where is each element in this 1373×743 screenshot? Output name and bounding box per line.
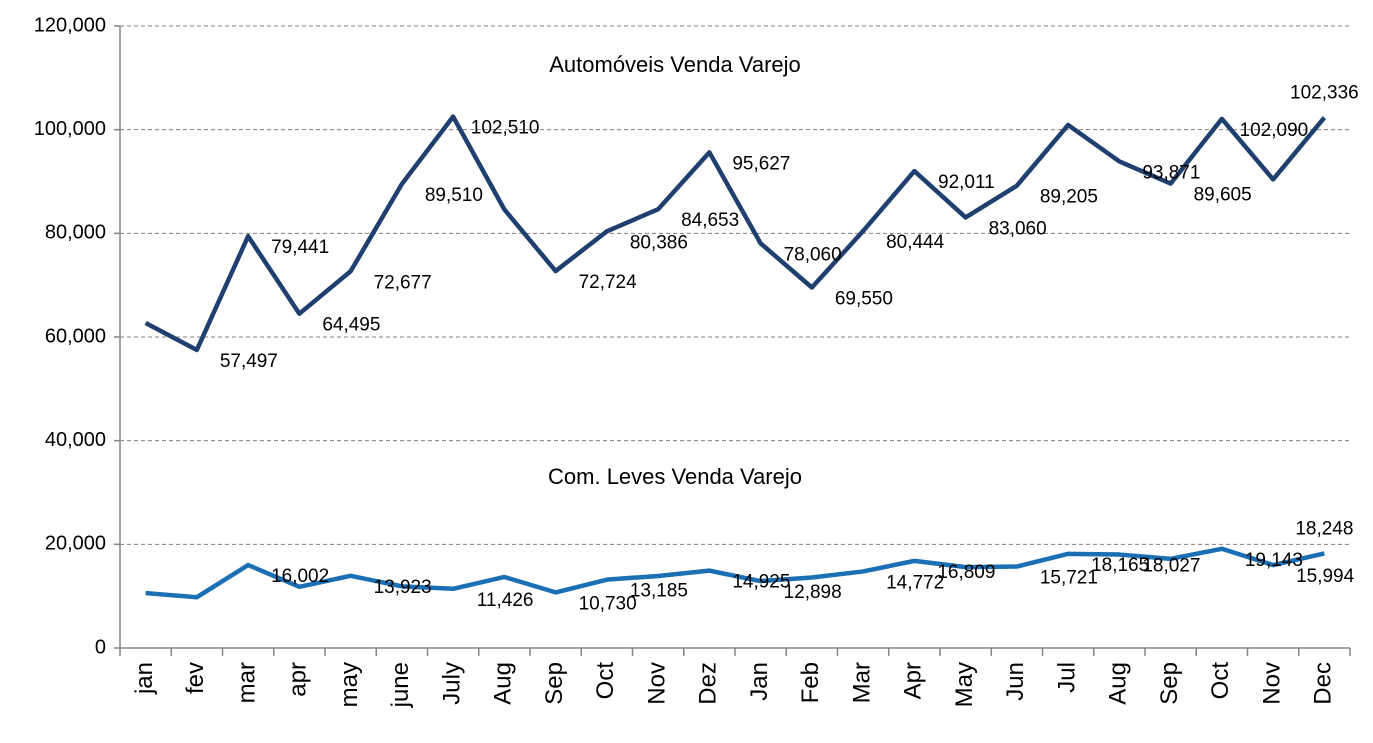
series-label: Com. Leves Venda Varejo — [548, 464, 802, 489]
x-tick-label: Dez — [695, 662, 722, 705]
x-tick-label: Mar — [848, 662, 875, 703]
data-label: 102,510 — [471, 118, 540, 139]
x-tick-label: Jan — [746, 662, 773, 701]
x-tick-label: Sep — [1156, 662, 1183, 705]
x-tick-label: apr — [285, 662, 312, 697]
data-label: 15,721 — [1040, 568, 1098, 589]
data-label: 89,205 — [1040, 187, 1098, 208]
data-label: 64,495 — [322, 315, 380, 336]
data-label: 18,027 — [1142, 556, 1200, 577]
x-tick-label: june — [387, 662, 414, 708]
data-label: 57,497 — [220, 351, 278, 372]
data-label: 79,441 — [271, 237, 329, 258]
x-tick-label: May — [951, 662, 978, 707]
x-tick-label: Nov — [1258, 662, 1285, 705]
data-label: 16,002 — [271, 566, 329, 587]
data-label: 18,248 — [1295, 518, 1353, 539]
data-label: 102,336 — [1290, 83, 1359, 104]
data-label: 69,550 — [835, 289, 893, 310]
x-tick-label: Feb — [797, 662, 824, 703]
y-tick-label: 100,000 — [34, 118, 106, 140]
series-label: Automóveis Venda Varejo — [549, 52, 801, 77]
x-tick-label: Sep — [541, 662, 568, 705]
data-label: 10,730 — [579, 593, 637, 614]
data-label: 19,143 — [1245, 550, 1303, 571]
x-tick-label: Aug — [1105, 662, 1132, 705]
y-tick-label: 120,000 — [34, 14, 106, 36]
data-label: 72,724 — [579, 272, 638, 293]
x-tick-label: Oct — [1207, 662, 1234, 700]
y-tick-label: 60,000 — [45, 325, 106, 347]
data-label: 83,060 — [989, 218, 1047, 239]
x-tick-label: fev — [182, 662, 209, 694]
x-tick-label: jan — [131, 662, 158, 695]
data-label: 78,060 — [784, 244, 842, 265]
x-tick-label: Apr — [900, 662, 927, 699]
data-label: 102,090 — [1240, 120, 1309, 141]
y-tick-label: 80,000 — [45, 222, 106, 244]
x-tick-label: Jun — [1002, 662, 1029, 701]
data-label: 11,426 — [477, 590, 534, 611]
data-label: 89,605 — [1194, 185, 1252, 206]
data-label: 84,653 — [681, 210, 739, 231]
data-label: 80,386 — [630, 232, 688, 253]
data-label: 14,772 — [886, 572, 944, 593]
line — [145, 546, 1325, 600]
data-label: 18,165 — [1091, 555, 1149, 576]
data-label: 80,444 — [886, 232, 945, 253]
data-label: 12,898 — [784, 582, 842, 603]
data-label: 14,925 — [732, 572, 790, 593]
x-tick-label: mar — [233, 662, 260, 703]
line — [144, 114, 1327, 353]
data-label: 15,994 — [1296, 566, 1355, 587]
x-tick-label: Oct — [592, 662, 619, 700]
x-tick-label: Dec — [1310, 662, 1337, 705]
data-label: 13,185 — [630, 581, 688, 602]
x-tick-label: Jul — [1053, 662, 1080, 693]
data-label: 95,627 — [732, 153, 790, 174]
data-label: 72,677 — [374, 272, 432, 293]
x-tick-label: July — [438, 662, 465, 705]
x-tick-label: Aug — [490, 662, 517, 705]
data-label: 16,809 — [937, 562, 995, 583]
data-label: 93,871 — [1142, 162, 1200, 183]
x-tick-label: Nov — [643, 662, 670, 705]
data-label: 92,011 — [938, 172, 995, 193]
y-tick-label: 40,000 — [45, 429, 106, 451]
y-tick-label: 0 — [95, 636, 106, 658]
x-tick-label: may — [336, 662, 363, 707]
data-label: 89,510 — [425, 185, 483, 206]
data-label: 13,923 — [374, 577, 432, 598]
y-tick-label: 20,000 — [45, 533, 106, 555]
